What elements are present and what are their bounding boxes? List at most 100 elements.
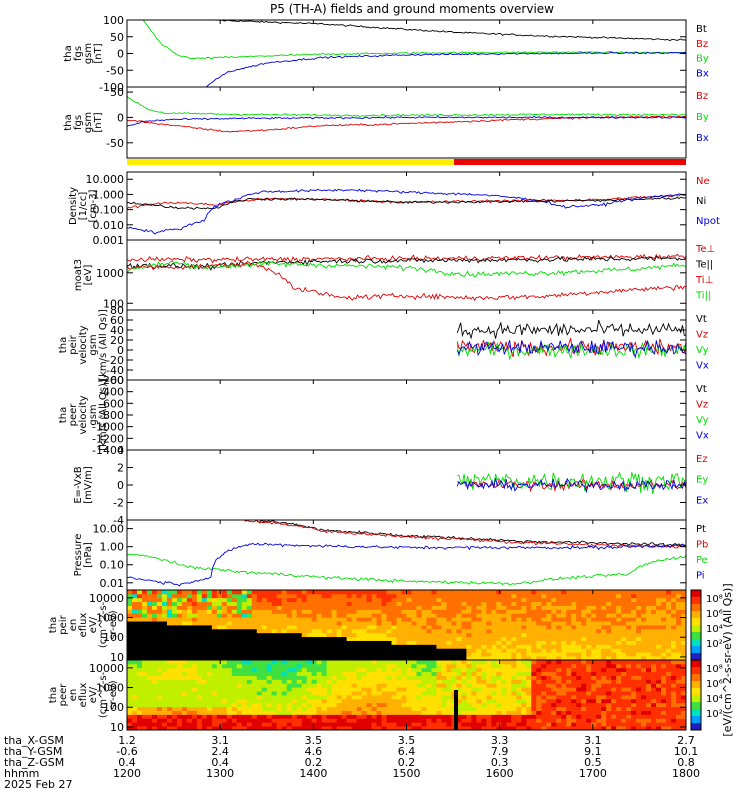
fgs_gsm-trace-bt bbox=[210, 20, 686, 42]
mode-bar-slow bbox=[127, 159, 455, 165]
ytick-label: 0 bbox=[117, 344, 124, 357]
peir_velocity-ylabel: tha peir velocity gsm [km/s (All Qs)] bbox=[58, 309, 109, 381]
legend-Ez: Ez bbox=[696, 454, 708, 465]
legend-Vx: Vx bbox=[696, 361, 709, 372]
pressure-ylabel: Pressure [nPa] bbox=[73, 534, 94, 577]
ylabel-line: tha bbox=[58, 337, 69, 353]
legend-Vt: Vt bbox=[696, 314, 707, 325]
ytick-label: -200 bbox=[99, 374, 124, 387]
ytick-label: -600 bbox=[99, 397, 124, 410]
pressure-frame bbox=[126, 519, 687, 591]
fgs_gsm-ylabel: tha fgs gsm [nT] bbox=[63, 43, 104, 64]
density-frame bbox=[126, 171, 687, 241]
ytick-label: 100 bbox=[103, 631, 124, 644]
fgs_gsm_zoom-trace-by bbox=[127, 95, 686, 117]
xaxis-x_gsm: 1.2 bbox=[118, 734, 136, 747]
ylabel-line: sr-eV) bbox=[108, 680, 119, 709]
xaxis-row-label: tha_Z-GSM bbox=[4, 756, 64, 769]
ytick-label: -60 bbox=[106, 374, 124, 387]
ylabel-line: eflux bbox=[78, 613, 89, 638]
xaxis-y_gsm: 6.4 bbox=[398, 745, 416, 758]
ylabel-line: [nT] bbox=[93, 43, 104, 63]
ylabel-line: peir bbox=[68, 334, 79, 354]
peer_eflux-ylabel: tha peer en eflux eV/(cm^2-s-sr-eV) bbox=[48, 671, 119, 718]
colorbar-0 bbox=[690, 589, 702, 661]
ylabel-line: (cm^2-s- bbox=[98, 601, 109, 648]
legend-Vy: Vy bbox=[696, 345, 709, 356]
legend-Ne: Ne bbox=[696, 176, 710, 187]
ylabel-line: [nPa] bbox=[83, 542, 94, 568]
ytick-label: 60 bbox=[110, 314, 124, 327]
xaxis-row-label: tha_Y-GSM bbox=[4, 745, 62, 758]
fgs_gsm_zoom-traces bbox=[127, 95, 686, 133]
xaxis-x_gsm: 3.3 bbox=[491, 734, 509, 747]
ytick-label: 10000 bbox=[89, 662, 124, 675]
legend-Ey: Ey bbox=[696, 475, 708, 486]
xaxis-hhmm: 1800 bbox=[672, 767, 700, 780]
ylabel-line: fgs bbox=[73, 115, 84, 130]
temperature-trace-til bbox=[127, 260, 686, 278]
ytick-label: 4 bbox=[117, 444, 124, 457]
legend-Ti⊥: Ti⊥ bbox=[695, 275, 713, 286]
xaxis-z_gsm: 0.2 bbox=[305, 756, 323, 769]
ytick-label: 1000 bbox=[96, 682, 124, 695]
ytick-label: 50 bbox=[110, 86, 124, 99]
legend-Vx: Vx bbox=[696, 431, 709, 442]
ylabel-line: Pressure bbox=[73, 534, 84, 577]
ylabel-line: [km/s (All Qs)] bbox=[98, 309, 109, 381]
ylabel-line: tha bbox=[48, 617, 59, 633]
ytick-label: -1200 bbox=[92, 432, 124, 445]
xaxis-x_gsm: 3.5 bbox=[398, 734, 416, 747]
colorbar-tick: 10⁶ bbox=[706, 609, 723, 620]
peir_eflux-spectrogram bbox=[127, 590, 686, 660]
legend-Pe: Pe bbox=[696, 555, 708, 566]
ylabel-line: velocity bbox=[78, 325, 89, 364]
temperature-ylabel: moat3 [eV] bbox=[73, 259, 94, 291]
ylabel-line: peir bbox=[58, 614, 69, 634]
xaxis-hhmm: 1300 bbox=[206, 767, 234, 780]
pressure-trace-pt bbox=[246, 520, 686, 548]
ytick-label: -400 bbox=[99, 386, 124, 399]
ylabel-line: fgs bbox=[73, 46, 84, 61]
legend-Bx: Bx bbox=[696, 133, 709, 144]
data-gap-marker bbox=[454, 690, 459, 730]
ylabel-line: [eV] bbox=[83, 265, 94, 286]
ytick-label: 0.01 bbox=[100, 577, 125, 590]
peir_velocity-trace-vz bbox=[456, 338, 686, 358]
ytick-label: 10 bbox=[110, 721, 124, 734]
colorbar-tick: 10⁶ bbox=[706, 679, 723, 690]
ylabel-line: en bbox=[68, 619, 79, 632]
peer_velocity-frame bbox=[126, 379, 687, 451]
pressure-trace-pb bbox=[238, 520, 686, 549]
xaxis-hhmm: 1600 bbox=[486, 767, 514, 780]
legend-Bz: Bz bbox=[696, 39, 708, 50]
ytick-label: 20 bbox=[110, 334, 124, 347]
legend-Te⊥: Te⊥ bbox=[695, 244, 715, 255]
ytick-label: -2 bbox=[113, 497, 124, 510]
xaxis-z_gsm: 0.3 bbox=[491, 756, 509, 769]
efield-ylabel: E=-VxB [mV/m] bbox=[73, 466, 94, 504]
xaxis-y_gsm: 2.4 bbox=[211, 745, 229, 758]
ytick-label: 40 bbox=[110, 324, 124, 337]
ylabel-line: [nT] bbox=[93, 112, 104, 132]
ytick-label: 0.010 bbox=[93, 219, 125, 232]
peir_velocity-trace-vx bbox=[456, 339, 686, 359]
efield-trace-ex bbox=[456, 477, 686, 494]
legend-Pi: Pi bbox=[696, 571, 705, 582]
legend-Vz: Vz bbox=[696, 400, 708, 411]
xaxis-row-label: tha_X-GSM bbox=[4, 734, 64, 747]
colorbar-label-text: [eV/(cm^2-s-sr-eV) (All Qs)] bbox=[721, 583, 734, 736]
colorbar-tick: 10⁸ bbox=[706, 664, 723, 675]
ylabel-line: [km/s (All Qs)] bbox=[98, 379, 109, 451]
peer_eflux-spectrogram bbox=[127, 660, 686, 730]
legend-Ti||: Ti|| bbox=[695, 291, 711, 302]
ylabel-line: Density bbox=[68, 187, 79, 225]
legend-Vz: Vz bbox=[696, 330, 708, 341]
legend-Bx: Bx bbox=[696, 68, 709, 79]
xaxis-z_gsm: 0.2 bbox=[398, 756, 416, 769]
xaxis-z_gsm: 0.4 bbox=[211, 756, 229, 769]
legend-Te||: Te|| bbox=[695, 260, 713, 271]
legend-Npot: Npot bbox=[696, 216, 720, 227]
